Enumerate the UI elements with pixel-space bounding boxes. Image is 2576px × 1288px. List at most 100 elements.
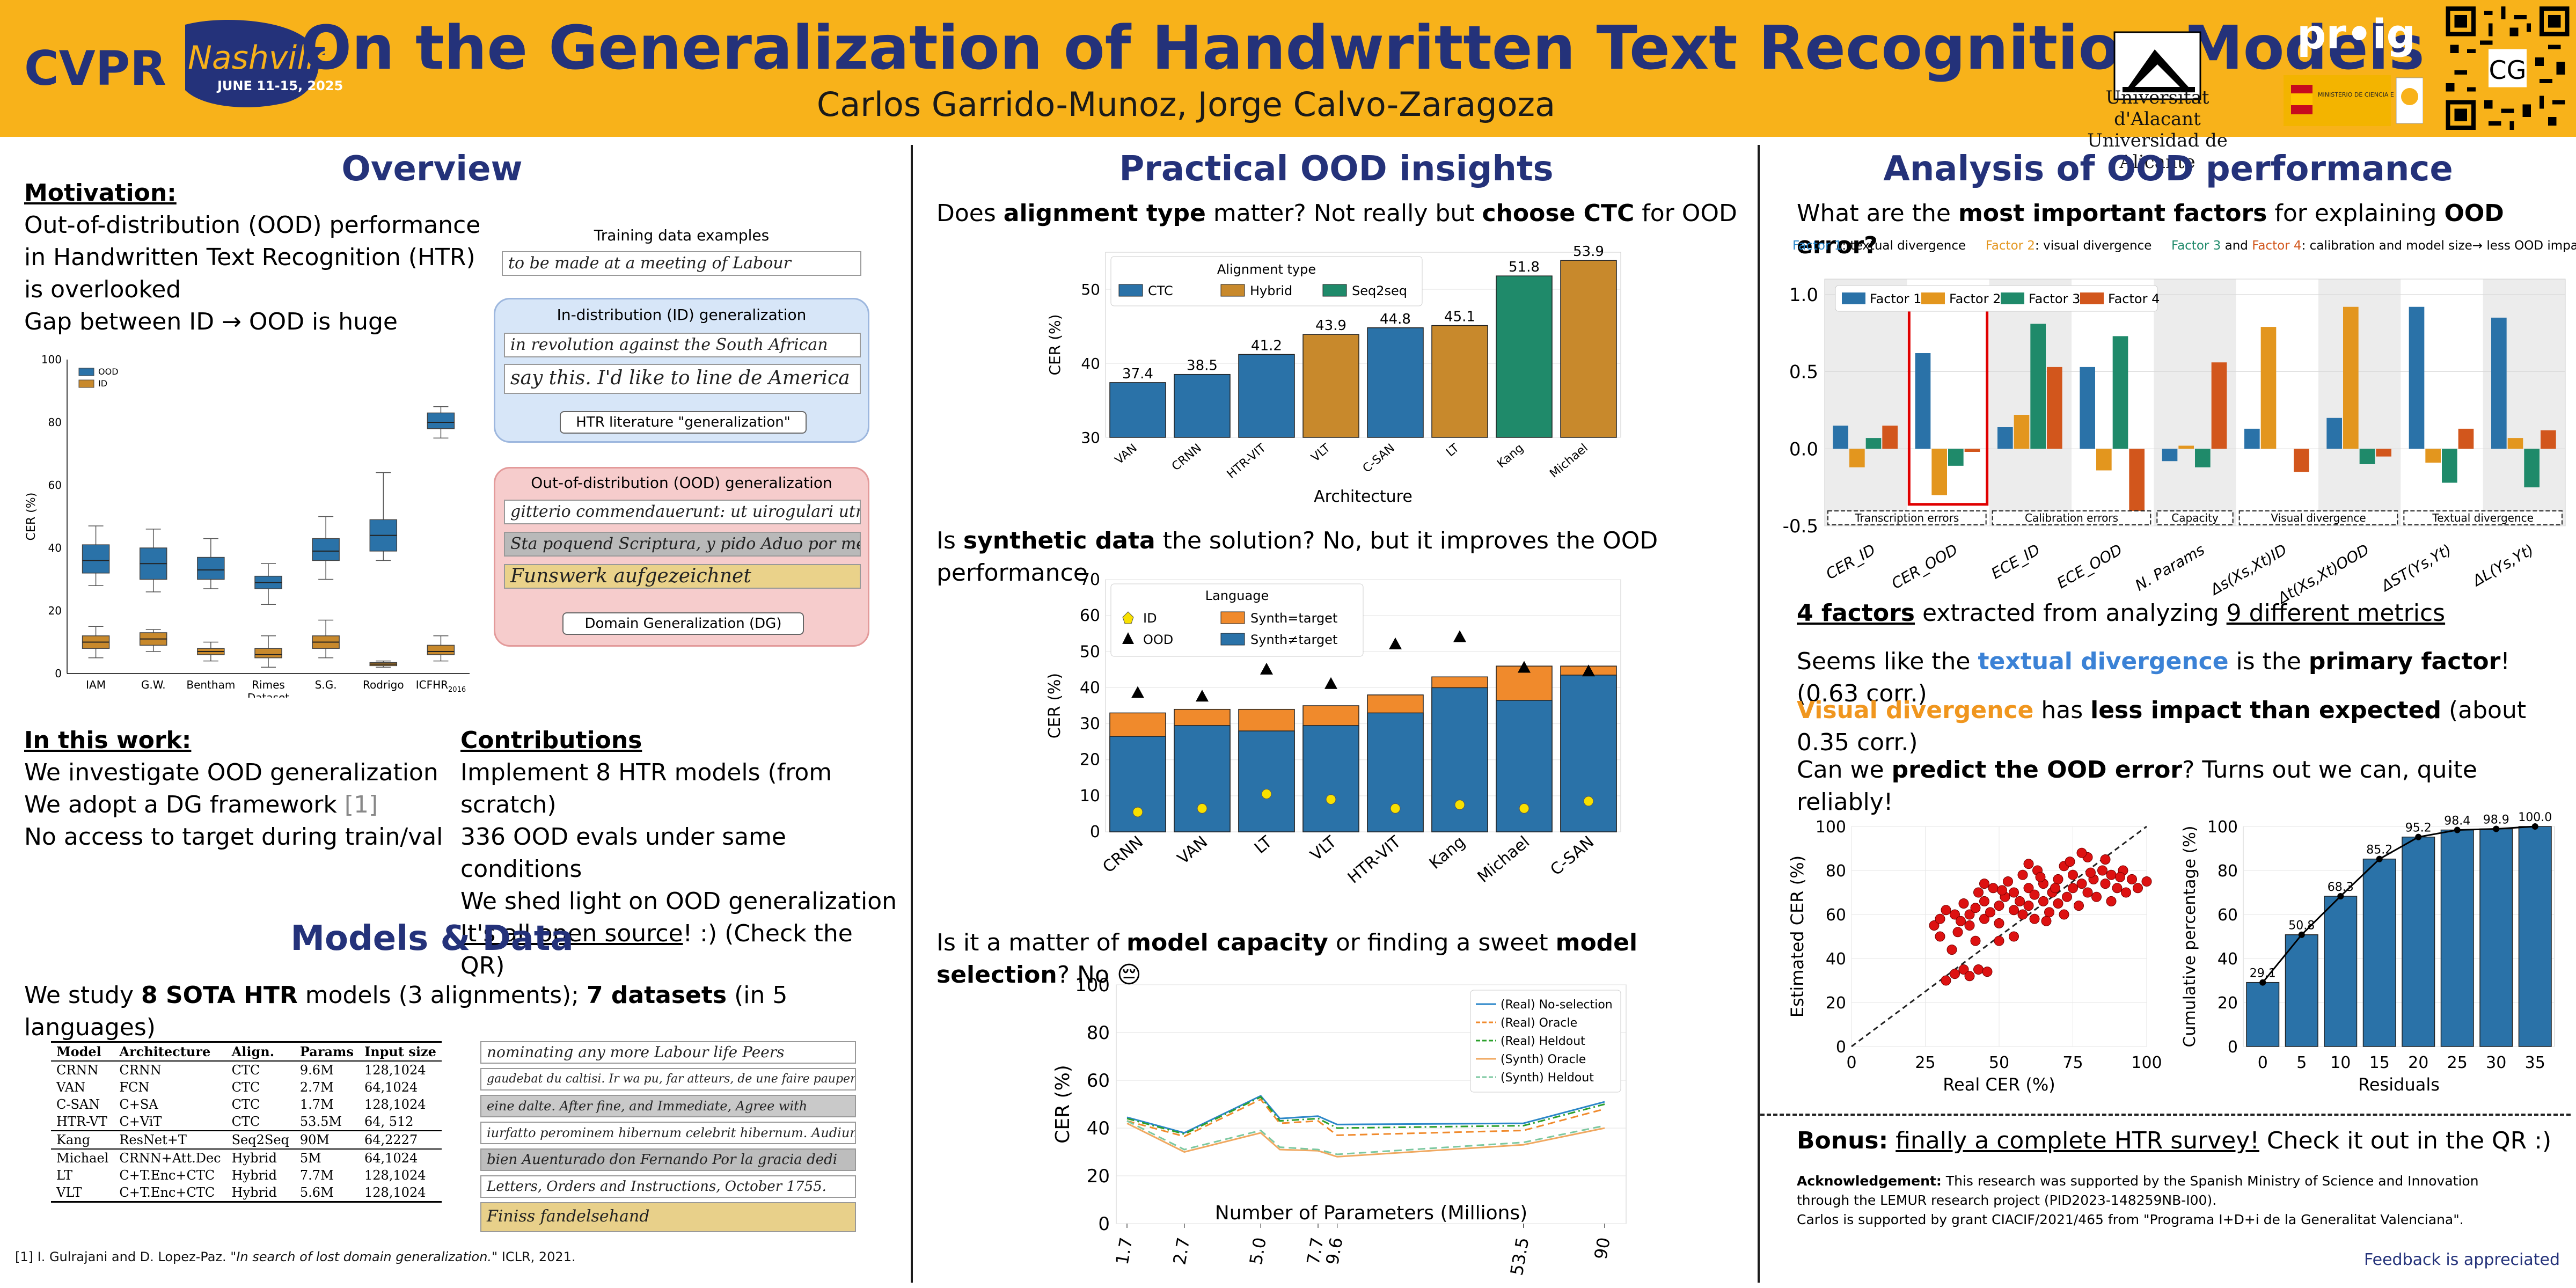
table-cell: 64,1024 bbox=[364, 1080, 418, 1095]
table-row: VAN FCN CTC 2.7M 64,1024 bbox=[51, 1079, 442, 1096]
id-marker bbox=[1454, 800, 1465, 810]
conf-logo-text: CVPR bbox=[24, 41, 166, 96]
analysis-title: Analysis of OOD performance bbox=[1883, 149, 2453, 189]
x-tick-label: 25 bbox=[2447, 1053, 2468, 1072]
y-tick-label: 100 bbox=[2207, 818, 2238, 837]
motivation-line: is overlooked bbox=[24, 276, 181, 303]
aq-bold-2: OOD error? bbox=[1797, 200, 2504, 259]
models-title: Models & Data bbox=[290, 919, 574, 958]
table-row: Kang ResNet+T Seq2Seq 90M 64,2227 bbox=[51, 1130, 442, 1149]
x-tick-label: 1.7 bbox=[1112, 1236, 1137, 1267]
table-cell: FCN bbox=[119, 1080, 150, 1095]
contribution-line: 336 OOD evals under same conditions bbox=[460, 823, 786, 883]
bonus-divider bbox=[1760, 1114, 2571, 1116]
ref-marker[interactable]: [1] bbox=[344, 791, 378, 818]
scatter-point bbox=[1973, 887, 1984, 898]
ood-marker bbox=[1582, 664, 1595, 677]
x-tick-label: Bentham bbox=[186, 678, 235, 691]
bar-value-label: 44.8 bbox=[1380, 311, 1411, 327]
table-cell: Hybrid bbox=[231, 1168, 277, 1183]
poster-title: On the Generalization of Handwritten Tex… bbox=[301, 13, 2425, 83]
q1-prefix: Does bbox=[936, 200, 1004, 227]
legend-swatch bbox=[1118, 284, 1143, 297]
bar bbox=[2211, 362, 2227, 449]
cumulative-point bbox=[2298, 931, 2305, 938]
legend-id-marker bbox=[1122, 611, 1134, 624]
table-cell: 64,1024 bbox=[358, 1148, 442, 1167]
table-cell: Michael bbox=[51, 1148, 114, 1167]
y-tick-label: 100 bbox=[41, 353, 62, 366]
legend-label: ID bbox=[98, 378, 107, 389]
bar bbox=[2294, 449, 2309, 472]
y-tick-label: -0.5 bbox=[1783, 516, 1818, 537]
open-source-link[interactable]: It's all open source bbox=[460, 920, 683, 947]
series-line bbox=[1126, 1095, 1605, 1134]
scatter-point bbox=[2029, 889, 2040, 900]
scatter-point bbox=[2050, 883, 2060, 894]
table-header: Model bbox=[51, 1041, 114, 1062]
scatter-point bbox=[2023, 859, 2034, 869]
scatter-point bbox=[2041, 916, 2052, 926]
table-row: CRNN CRNN CTC 9.6M 128,1024 bbox=[51, 1061, 442, 1079]
table-header-row: Model Architecture Align. Params Input s… bbox=[51, 1041, 442, 1062]
insight-question-2: Is synthetic data the solution? No, but … bbox=[936, 525, 1752, 589]
ood-box-title: Out-of-distribution (OOD) generalization bbox=[531, 474, 832, 492]
acknowledgement: Acknowledgement: This research was suppo… bbox=[1797, 1172, 2570, 1230]
bar-value-label: 41.2 bbox=[1251, 338, 1282, 354]
cumulative-point bbox=[2337, 892, 2344, 899]
bar-synth-neq bbox=[1431, 687, 1488, 832]
scatter-point bbox=[2068, 883, 2078, 894]
ood-marker bbox=[1260, 662, 1273, 675]
scatter-point bbox=[1964, 971, 1975, 982]
y-tick-label: 1.0 bbox=[1789, 284, 1818, 306]
contribution-line: Implement 8 HTR models (from scratch) bbox=[460, 759, 832, 818]
bar bbox=[1174, 374, 1231, 438]
table-cell: C+ViT bbox=[119, 1114, 162, 1129]
scatter-chart: 0 20 40 60 80 100 0 25 50 75 100 Real CER (%) Estima… bbox=[1787, 818, 2162, 1095]
bar bbox=[2518, 826, 2552, 1047]
y-tick-label: 20 bbox=[1826, 994, 1846, 1013]
table-cell: CRNN bbox=[56, 1063, 99, 1078]
legend-title: Language bbox=[1205, 588, 1269, 603]
scatter-point bbox=[1941, 975, 1951, 986]
footnote-title: "In search of lost domain generalization… bbox=[230, 1249, 498, 1264]
y-tick-label: 40 bbox=[48, 541, 62, 554]
scatter-point bbox=[1941, 905, 1951, 916]
y-tick-label: 20 bbox=[1080, 751, 1100, 770]
y-tick-label: 100 bbox=[1075, 975, 1110, 996]
legend-label: (Real) Heldout bbox=[1501, 1035, 1585, 1048]
survey-link[interactable]: finally a complete HTR survey! bbox=[1896, 1127, 2259, 1154]
bar bbox=[2047, 367, 2062, 449]
ood-pill: Domain Generalization (DG) bbox=[562, 612, 804, 635]
factor-note-f2-desc: : visual divergence bbox=[2035, 239, 2152, 253]
p2-bold: primary factor bbox=[2308, 648, 2501, 675]
table-row: LT C+T.Enc+CTC Hybrid 7.7M 128,1024 bbox=[51, 1167, 442, 1184]
q1-bold-2: choose CTC bbox=[1482, 200, 1635, 227]
x-axis-label: Number of Parameters (Millions) bbox=[1215, 1202, 1527, 1224]
legend-swatch bbox=[78, 368, 94, 376]
legend-label: Factor 3 bbox=[2029, 291, 2080, 306]
analysis-paragraph-3: Visual divergence has less impact than e… bbox=[1797, 694, 2570, 759]
y-tick-label: 70 bbox=[1080, 570, 1100, 589]
y-tick-label: 60 bbox=[2218, 906, 2238, 925]
bar bbox=[2246, 982, 2280, 1047]
y-tick-label: 40 bbox=[1826, 950, 1846, 969]
bar bbox=[1833, 426, 1848, 449]
legend-swatch bbox=[1220, 611, 1245, 624]
training-label: Training data examples bbox=[594, 226, 770, 244]
bar bbox=[2030, 324, 2046, 449]
y-tick-label: 40 bbox=[2218, 950, 2238, 969]
x-tick-label: CRNN bbox=[1099, 832, 1147, 877]
bar bbox=[2425, 449, 2441, 463]
bar bbox=[1997, 427, 2013, 449]
hw-dataset-sample: Letters, Orders and Instructions, Octobe… bbox=[480, 1175, 856, 1198]
bar bbox=[2195, 449, 2211, 467]
bar-synth-neq bbox=[1238, 730, 1295, 832]
q3-suffix: ? No bbox=[1057, 961, 1109, 989]
qr-code[interactable]: CG bbox=[2445, 6, 2571, 130]
legend-label: (Real) No-selection bbox=[1501, 998, 1613, 1012]
models-intro-bold-2: 7 datasets bbox=[586, 982, 727, 1009]
synthetic-data-chart: 0 10 20 30 40 50 60 70 CER (%) CRNN VAN LT VLT HTR-VI… bbox=[1045, 570, 1621, 888]
group-label: Capacity bbox=[2171, 511, 2219, 524]
bar-value-label: 100.0 bbox=[2518, 811, 2552, 824]
